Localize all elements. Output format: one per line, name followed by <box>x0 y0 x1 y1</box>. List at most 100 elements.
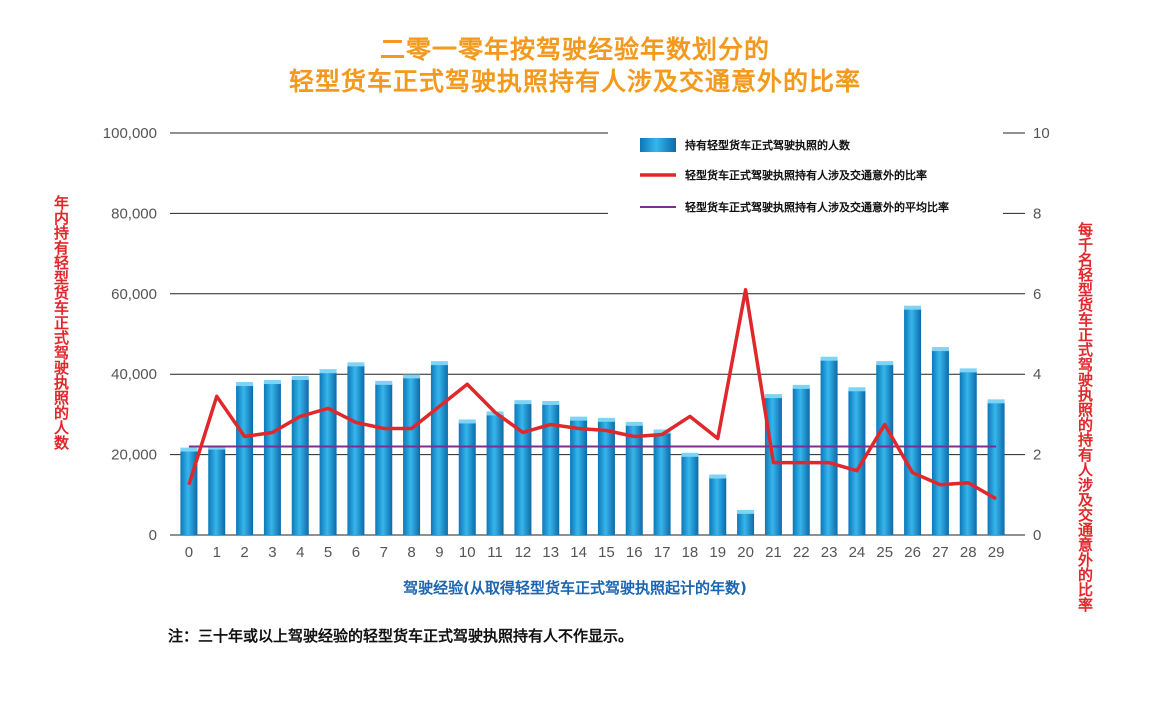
y-axis-right-label: 每千名轻型货车正式驾驶执照的持有人涉及交通意外的比率 <box>1076 222 1094 612</box>
bar-top <box>542 400 560 405</box>
bar-top <box>236 382 254 387</box>
x-tick-label: 12 <box>515 544 532 561</box>
rate-line <box>187 288 997 501</box>
x-tick-label: 27 <box>932 544 949 561</box>
bar <box>319 372 337 535</box>
bar <box>653 432 671 535</box>
bar-top <box>263 380 281 385</box>
bar <box>291 379 309 535</box>
bar <box>625 424 643 535</box>
x-tick-label: 19 <box>709 544 726 561</box>
bar <box>931 350 949 535</box>
bar-top <box>597 417 615 422</box>
x-tick-label: 29 <box>988 544 1005 561</box>
x-tick-label: 0 <box>185 544 193 561</box>
bar <box>570 419 588 535</box>
y-tick-label: 80,000 <box>111 205 157 222</box>
x-tick-label: 20 <box>737 544 754 561</box>
bar-top <box>319 369 337 374</box>
bar-top <box>403 374 421 379</box>
x-tick-label: 8 <box>407 544 415 561</box>
y2-tick-label: 2 <box>1033 447 1041 464</box>
bar <box>458 422 476 535</box>
legend-label: 持有轻型货车正式驾驶执照的人数 <box>685 138 851 152</box>
bar-top <box>848 387 866 392</box>
legend-swatch-bars <box>640 138 676 152</box>
bar <box>542 403 560 535</box>
y-tick-label: 20,000 <box>111 447 157 464</box>
bar <box>208 448 226 535</box>
y2-tick-label: 8 <box>1033 205 1041 222</box>
bar <box>737 512 755 535</box>
bar-top <box>681 452 699 457</box>
bar-top <box>876 361 894 366</box>
bar <box>876 364 894 535</box>
y-tick-label: 100,000 <box>103 125 157 142</box>
bar-top <box>625 421 643 426</box>
bar-top <box>375 380 393 385</box>
x-tick-label: 1 <box>213 544 221 561</box>
bar <box>848 390 866 535</box>
x-tick-label: 9 <box>435 544 443 561</box>
bar-top <box>820 356 838 361</box>
bar-top <box>987 399 1005 404</box>
bar-top <box>347 362 365 367</box>
x-tick-label: 3 <box>268 544 276 561</box>
x-tick-label: 21 <box>765 544 782 561</box>
bar-top <box>792 384 810 389</box>
chart-title: 二零一零年按驾驶经验年数划分的 <box>379 35 770 64</box>
y2-tick-label: 4 <box>1033 366 1041 383</box>
x-tick-label: 22 <box>793 544 810 561</box>
y2-tick-label: 6 <box>1033 286 1041 303</box>
x-axis-label: 驾驶经验(从取得轻型货车正式驾驶执照起计的年数) <box>403 579 747 597</box>
bar <box>263 383 281 535</box>
bar <box>514 403 532 535</box>
chart-subtitle: 轻型货车正式驾驶执照持有人涉及交通意外的比率 <box>288 67 861 96</box>
legend-label: 轻型货车正式驾驶执照持有人涉及交通意外的平均比率 <box>685 200 949 214</box>
bar-top <box>291 376 309 381</box>
x-tick-label: 25 <box>876 544 893 561</box>
bar-top <box>709 474 727 479</box>
x-tick-label: 23 <box>821 544 838 561</box>
x-tick-label: 24 <box>849 544 866 561</box>
bar <box>375 383 393 535</box>
footnote: 注：三十年或以上驾驶经验的轻型货车正式驾驶执照持有人不作显示。 <box>168 627 634 645</box>
bar <box>236 385 254 535</box>
bar <box>403 377 421 535</box>
x-tick-label: 11 <box>487 544 503 561</box>
bar-top <box>570 416 588 421</box>
x-tick-label: 17 <box>654 544 671 561</box>
x-tick-label: 15 <box>598 544 615 561</box>
bar-top <box>959 368 977 373</box>
bar-top <box>653 429 671 434</box>
legend-label: 轻型货车正式驾驶执照持有人涉及交通意外的比率 <box>685 168 927 182</box>
bar-top <box>737 509 755 514</box>
y-tick-label: 0 <box>149 527 157 544</box>
bar-top <box>180 447 198 452</box>
bar-top <box>430 361 448 366</box>
x-tick-label: 18 <box>682 544 699 561</box>
bar <box>597 420 615 535</box>
bar-top <box>208 445 226 450</box>
x-tick-label: 28 <box>960 544 977 561</box>
bar <box>904 308 922 535</box>
bar <box>430 364 448 535</box>
y2-tick-label: 0 <box>1033 527 1041 544</box>
x-tick-label: 4 <box>296 544 304 561</box>
x-tick-label: 16 <box>626 544 643 561</box>
y-axis-left-label: 年内持有轻型货车正式驾驶执照的人数 <box>52 195 70 450</box>
x-tick-label: 13 <box>542 544 559 561</box>
x-tick-label: 6 <box>352 544 360 561</box>
x-tick-label: 7 <box>380 544 388 561</box>
x-tick-label: 5 <box>324 544 332 561</box>
bar <box>959 371 977 535</box>
bar-top <box>931 347 949 352</box>
bar-top <box>904 305 922 310</box>
bar <box>347 365 365 535</box>
x-tick-label: 10 <box>459 544 476 561</box>
bar-top <box>514 400 532 405</box>
bar <box>681 455 699 535</box>
x-tick-label: 14 <box>570 544 587 561</box>
bar <box>709 477 727 535</box>
